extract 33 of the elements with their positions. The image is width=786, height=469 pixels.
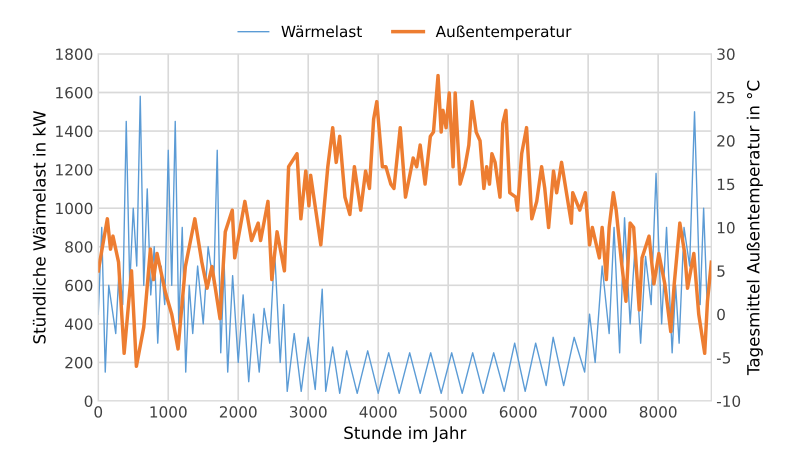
x-tick-label: 0 [94,406,102,418]
legend-label: Außentemperatur [436,25,572,40]
y-tick-label: 0 [84,395,92,408]
y2-tick-label: -10 [716,395,740,408]
y2-tick-label: -5 [716,352,730,364]
y2-tick-label: 10 [718,222,735,234]
y-tick-label: 1600 [56,86,92,99]
y-axis-title: Stündliche Wärmelast in kW [32,110,46,344]
y-tick-label: 600 [65,280,92,292]
y-tick-label: 1000 [56,202,92,214]
x-tick-label: 3000 [290,406,327,418]
y-tick-label: 400 [64,318,92,330]
x-tick-label: 8000 [640,406,677,418]
x-axis-title: Stunde im Jahr [344,426,466,442]
legend-label: Wärmelast [281,25,362,38]
x-tick-label: 7000 [570,406,607,418]
y-tick-label: 200 [65,356,92,368]
x-tick-label: 6000 [500,406,537,418]
y-tick-label: 1400 [56,126,92,138]
x-tick-label: 4000 [360,406,397,418]
x-tick-label: 1000 [150,406,187,418]
y-tick-label: 1200 [56,164,92,176]
y-tick-label: 800 [65,241,92,253]
y2-tick-label: 5 [717,266,725,277]
y2-tick-label: 30 [717,48,735,60]
y2-axis-title: Tagesmittel Außentemperatur in °C [746,80,763,376]
y2-tick-label: 25 [717,92,734,104]
y2-tick-label: 15 [718,178,734,190]
y2-tick-label: 0 [717,308,725,320]
x-tick-label: 5000 [430,406,467,418]
y2-tick-label: 20 [717,135,735,147]
x-tick-label: 2000 [220,406,257,418]
y-tick-label: 1800 [56,48,92,60]
